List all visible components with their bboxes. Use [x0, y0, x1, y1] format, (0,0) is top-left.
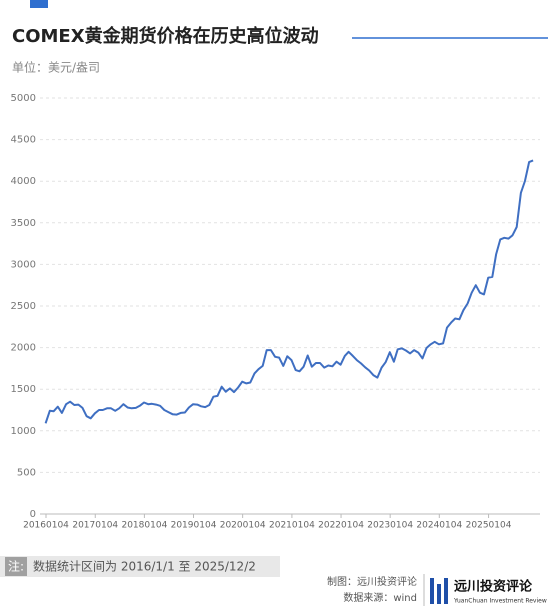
x-tick-label: 20230104: [367, 521, 413, 531]
accent-block: [30, 0, 48, 8]
y-tick-label: 2500: [11, 301, 36, 312]
x-tick-label: 20170104: [72, 521, 118, 531]
y-tick-label: 5000: [11, 93, 36, 104]
plot-area: 0 500 1000 1500 2000 2500 3000 3500 4000 4500 5000…: [11, 93, 540, 531]
logo-icon: [430, 578, 448, 604]
y-tick-label: 4000: [11, 176, 36, 187]
chart-subtitle: 单位：美元/盎司: [12, 60, 100, 75]
y-tick-label: 3500: [11, 218, 36, 229]
y-tick-label: 1000: [11, 426, 36, 437]
price-line: [44, 159, 534, 424]
note-label: 注:: [8, 559, 24, 574]
x-tick-label: 20200104: [220, 521, 266, 531]
x-tick-label: 20180104: [121, 521, 167, 531]
x-tick-label: 20250104: [466, 521, 512, 531]
x-tick-label: 20210104: [269, 521, 315, 531]
logo-en: YuanChuan Investment Review: [453, 598, 547, 605]
note-bar: [0, 556, 280, 577]
source: 数据来源：wind: [343, 591, 417, 604]
y-tick-label: 1500: [11, 384, 36, 395]
y-tick-label: 3000: [11, 259, 36, 270]
y-tick-label: 500: [17, 467, 36, 478]
logo-cn: 远川投资评论: [454, 579, 533, 595]
note-badge: [5, 557, 27, 576]
chart-title: COMEX黄金期货价格在历史高位波动: [12, 25, 319, 47]
x-tick-label: 20220104: [318, 521, 364, 531]
x-tick-label: 20240104: [416, 521, 462, 531]
y-tick-label: 2000: [11, 343, 36, 354]
x-tick-label: 20160104: [23, 521, 69, 531]
note-text: 数据统计区间为 2016/1/1 至 2025/12/2: [33, 559, 256, 574]
y-tick-label: 4500: [11, 135, 36, 146]
y-tick-label: 0: [30, 509, 36, 520]
credit: 制图：远川投资评论: [327, 575, 417, 588]
x-tick-label: 20190104: [171, 521, 217, 531]
